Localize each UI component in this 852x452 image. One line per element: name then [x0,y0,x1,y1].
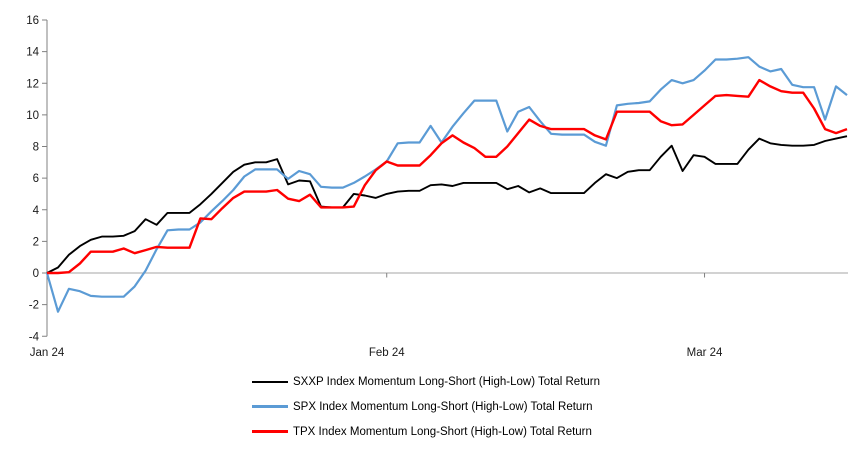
y-axis-tick-label: 6 [33,173,39,185]
tpx-series-line [47,78,848,275]
spx-line-swatch [251,405,288,408]
legend-label-tpx: TPX Index Momentum Long-Short (High-Low)… [292,425,592,438]
legend-item-spx: SPX Index Momentum Long-Short (High-Low)… [251,394,593,419]
y-axis-tick-label: 0 [33,268,39,280]
x-axis-label: Jan 24 [30,347,65,359]
x-axis-label: Feb 24 [369,347,405,359]
y-axis-tick-label: 10 [26,110,39,122]
sxxp-line-swatch [251,380,288,383]
y-axis-tick-label: 2 [33,236,39,248]
y-axis-tick-label: -4 [29,331,40,343]
legend-item-tpx: TPX Index Momentum Long-Short (High-Low)… [251,419,592,444]
sxxp-series-line [46,135,848,274]
spx-series-line [45,56,848,313]
x-axis-label: Mar 24 [687,347,723,359]
y-axis-tick-label: 8 [33,142,39,154]
y-axis-tick-label: 14 [26,47,39,59]
tpx-line-swatch [251,430,288,433]
legend-label-sxxp: SXXP Index Momentum Long-Short (High-Low… [292,375,601,388]
y-axis-tick-label: -2 [29,300,39,312]
legend-label-spx: SPX Index Momentum Long-Short (High-Low)… [292,400,593,413]
y-axis-tick-label: 16 [26,15,39,27]
legend-item-sxxp: SXXP Index Momentum Long-Short (High-Low… [251,369,601,394]
chart-legend: SXXP Index Momentum Long-Short (High-Low… [0,369,852,444]
y-axis-tick-label: 12 [26,78,39,90]
legend-rows: SXXP Index Momentum Long-Short (High-Low… [251,369,601,444]
y-axis-tick-label: 4 [33,205,40,217]
